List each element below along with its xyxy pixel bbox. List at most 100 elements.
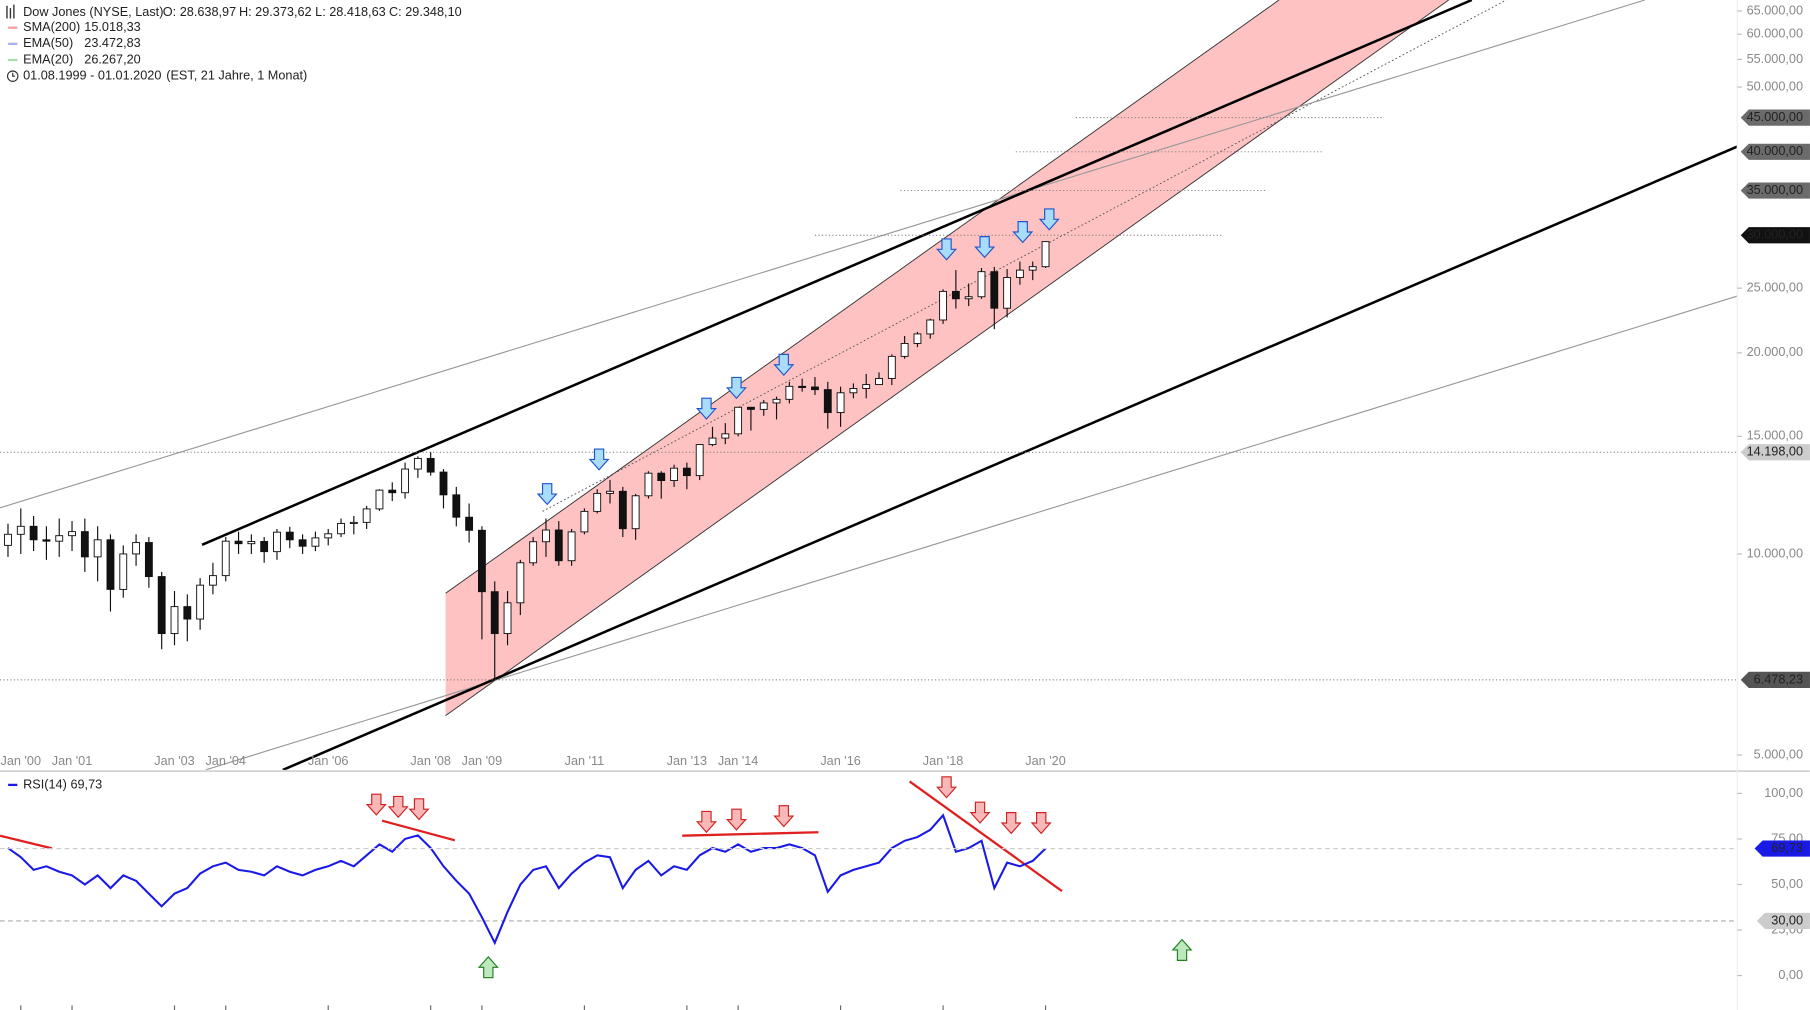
level-label: 30,00 [1771,913,1803,927]
candle-body [631,495,640,530]
candle-body [951,290,960,300]
candle-body [875,378,883,386]
arrow-annotation [478,956,499,979]
candle-body [439,471,448,496]
level-tag [1740,444,1810,461]
candle-body [580,510,589,533]
candle-body [785,385,794,400]
level-label: 40.000,00 [1747,144,1803,158]
candle-body [260,540,269,553]
candle-body [862,384,871,389]
arrow-annotation [537,483,557,505]
y-tick-label: 50.000,00 [1747,79,1803,93]
period: (EST, 21 Jahre, 1 Monat) [166,69,307,83]
x-tick-label: Jan '18 [923,754,964,768]
candle-body [4,533,12,546]
y-tick-label: 5.000,00 [1754,747,1803,761]
legend-value: 15.018,33 [84,20,140,34]
candle-body [823,389,832,414]
candle-body [721,433,730,439]
candle-body [273,531,281,553]
candle-body [734,406,743,435]
y-tick-label: 65.000,00 [1747,3,1803,17]
y-tick-label: 20.000,00 [1747,345,1803,359]
header: Dow Jones (NYSE, Last) O: 28.638,97 H: 2… [6,4,462,83]
candle-body [132,542,140,555]
candle-body [606,490,614,494]
candle-body [708,437,717,446]
arrow-annotation [726,808,747,831]
level-label: 14.198,00 [1747,445,1803,459]
ohlc-label: C: 29.348,10 [389,5,462,19]
y-tick-label: 60.000,00 [1747,27,1803,41]
candle-body [426,457,435,473]
x-tick-label: Jan '00 [1,754,42,768]
x-tick-label: Jan '01 [52,754,93,768]
candle-body [29,525,38,541]
candle-body [157,576,166,635]
candle-body [836,392,845,414]
candle-body [516,562,525,604]
candle-body [401,468,409,494]
legend-name: EMA(50) [23,36,73,50]
candle-body [170,606,179,635]
candle-body [68,531,76,537]
candle-body [772,398,781,404]
legend-value: 23.472,83 [84,36,140,50]
candle-body [209,575,217,586]
x-tick-label: Jan '03 [154,754,195,768]
channel-mid [542,0,1507,512]
legend-name: SMA(200) [23,20,80,34]
rsi-annotations [0,780,1063,893]
candle-body [1003,277,1012,309]
x-tick-label: Jan '09 [462,754,503,768]
y-tick-label: 0,00 [1778,968,1803,982]
candle-body [529,541,538,564]
trend-line [201,0,1473,546]
arrow-annotation [366,793,387,816]
rsi-line [7,813,1047,946]
level-tag [1740,671,1810,688]
candle-body [16,525,25,535]
level-label: 45.000,00 [1747,110,1803,124]
level-tag [1740,109,1810,126]
candle-body [119,553,128,590]
arrow-annotation [696,810,717,833]
ohlc-label: L: 28.418,63 [315,5,386,19]
candle-body [478,529,486,593]
candle-body [221,540,230,577]
candle-body [413,457,422,470]
x-tick-label: Jan '14 [718,754,759,768]
candle-body [311,537,320,547]
candle-body [93,539,102,558]
annotations [0,0,1738,770]
x-tick-label: Jan '08 [410,754,451,768]
candle-body [900,342,909,357]
candle-body [465,516,474,531]
candle-body [298,539,307,547]
legend-name: RSI(14) [23,777,67,791]
candle-body [913,333,922,344]
y-tick-label: 55.000,00 [1747,52,1803,66]
channel-edge [445,0,1280,594]
candle-body [55,535,64,542]
trend-line [682,831,819,837]
candle-body [567,531,576,562]
candle-body [926,319,935,335]
candle-body [682,467,691,477]
candle-body [1041,241,1050,268]
candle-body [798,385,807,388]
trend-line [381,819,456,842]
candle-body [759,402,768,410]
candle-body [234,540,243,545]
level-tag [1740,143,1810,160]
candle-body [349,521,358,524]
legend-value: 26.267,20 [84,52,140,66]
candle-body [977,271,986,298]
candle-body [285,531,294,541]
arrow-annotation [409,798,429,821]
arrow-annotation [1172,939,1192,961]
ohlc-label: O: 28.638,97 [163,5,236,19]
candle-body [247,540,256,545]
candle-body [644,472,653,497]
